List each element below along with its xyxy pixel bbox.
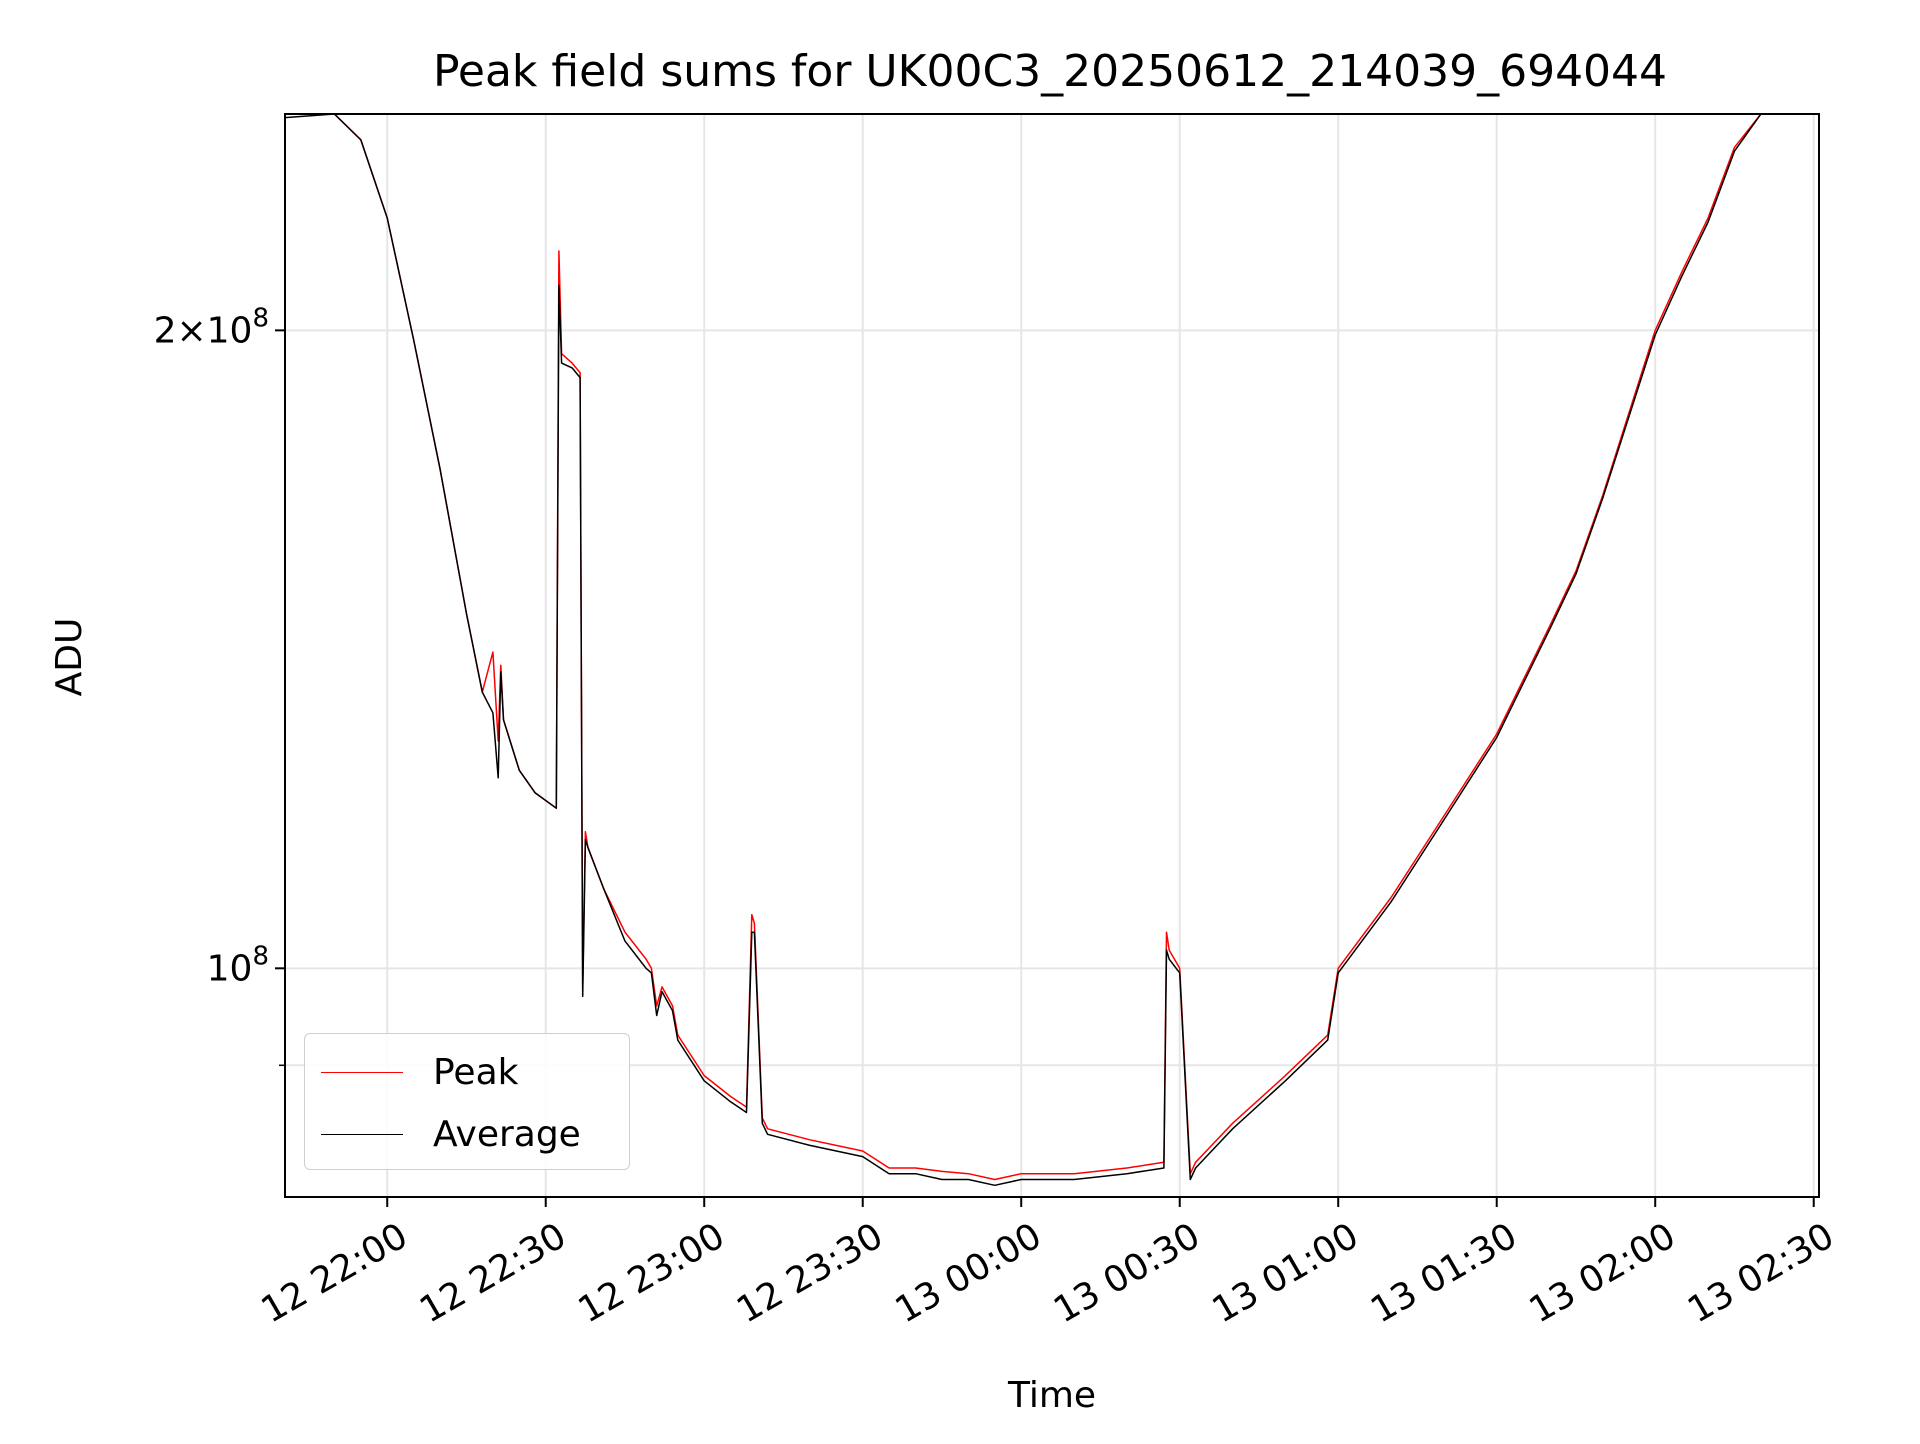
x-tick-label: 13 02:30 bbox=[1681, 1215, 1841, 1331]
y-tick-label: 108 bbox=[207, 941, 269, 989]
x-tick-label: 13 00:30 bbox=[1047, 1215, 1207, 1331]
x-tick-label: 13 02:00 bbox=[1523, 1215, 1683, 1331]
x-tick-label: 12 22:00 bbox=[255, 1215, 415, 1331]
series-line-average bbox=[284, 113, 1819, 1187]
legend-swatch-peak bbox=[321, 1071, 403, 1073]
x-tick-label: 12 23:00 bbox=[572, 1215, 732, 1331]
plot-frame bbox=[284, 113, 1820, 1198]
x-axis-label: Time bbox=[1007, 1375, 1096, 1416]
chart-title: Peak field sums for UK00C3_20250612_2140… bbox=[433, 46, 1667, 97]
legend-item-average: Average bbox=[321, 1113, 581, 1155]
x-tick-label: 12 22:30 bbox=[413, 1215, 573, 1331]
legend-item-peak: Peak bbox=[321, 1051, 519, 1093]
x-tick-label: 13 01:00 bbox=[1206, 1215, 1366, 1331]
grid-lines bbox=[285, 114, 1819, 1197]
series-layer bbox=[284, 113, 1819, 1187]
legend-swatch-average bbox=[321, 1133, 403, 1135]
y-tick-label: 2×108 bbox=[154, 303, 269, 351]
y-axis-label: ADU bbox=[49, 618, 90, 697]
y-axis: 108 2×108 bbox=[154, 303, 285, 1067]
x-tick-label: 13 01:30 bbox=[1364, 1215, 1524, 1331]
x-tick-label: 12 23:30 bbox=[730, 1215, 890, 1331]
x-tick-label: 13 00:00 bbox=[889, 1215, 1049, 1331]
legend-label-peak: Peak bbox=[433, 1051, 519, 1093]
series-line-peak bbox=[285, 113, 1819, 1181]
legend-label-average: Average bbox=[433, 1113, 581, 1155]
legend: Peak Average bbox=[304, 1033, 630, 1170]
